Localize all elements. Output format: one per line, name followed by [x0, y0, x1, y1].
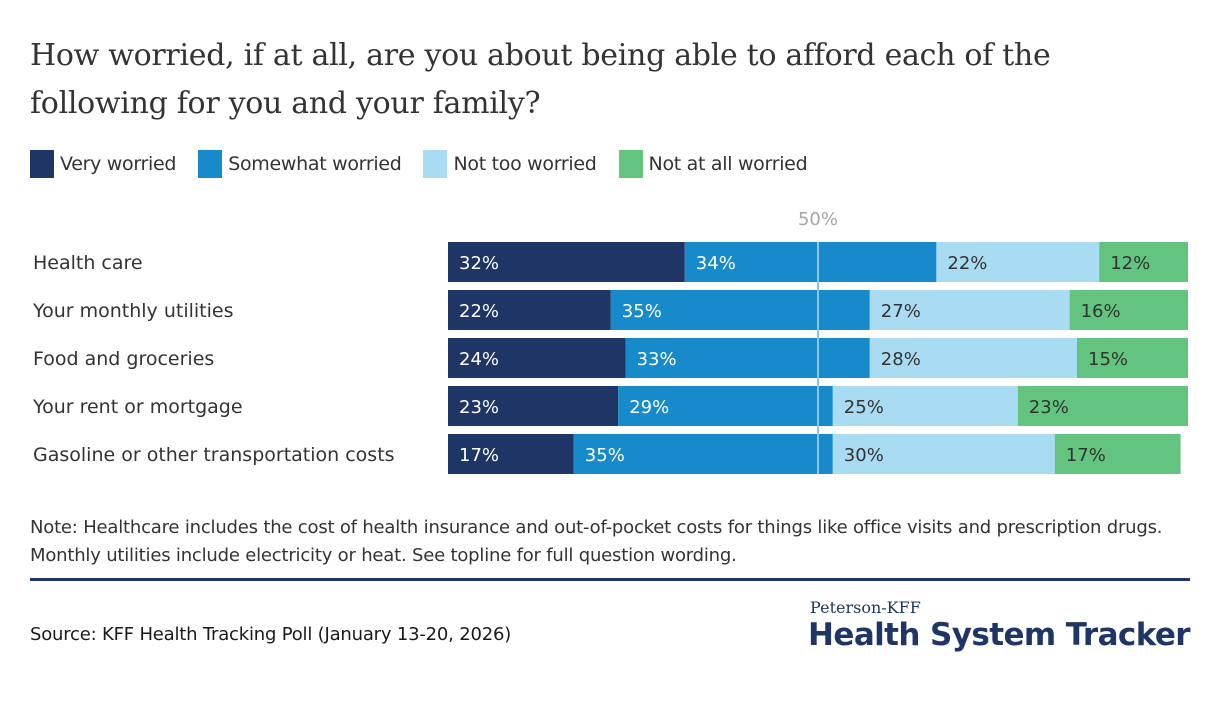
- data-label: 34%: [696, 253, 736, 274]
- legend-item-not-at-all-worried: Not at all worried: [618, 150, 808, 178]
- data-label: 23%: [1029, 397, 1069, 418]
- category-label: Gasoline or other transportation costs: [33, 444, 395, 466]
- logo-subtitle: Peterson-KFF: [810, 598, 921, 617]
- category-label: Food and groceries: [33, 348, 214, 370]
- legend-item-very-worried: Very worried: [30, 150, 177, 178]
- data-label: 15%: [1088, 349, 1128, 370]
- data-label: 33%: [637, 349, 677, 370]
- bar-segment-not-at-all-worried: [1069, 290, 1188, 330]
- bar-segment-not-too-worried: [869, 338, 1077, 378]
- data-label: 27%: [881, 301, 921, 322]
- chart-title: How worried, if at all, are you about be…: [30, 38, 1051, 121]
- data-label: 35%: [585, 445, 625, 466]
- data-label: 35%: [622, 301, 662, 322]
- bar-segment-not-at-all-worried: [1077, 338, 1188, 378]
- category-label: Health care: [33, 252, 143, 274]
- bar-segment-very-worried: [448, 290, 611, 330]
- data-label: 17%: [1066, 445, 1106, 466]
- logo-title: Health System Tracker: [808, 617, 1191, 653]
- data-label: 17%: [459, 445, 499, 466]
- bar-segment-somewhat-worried: [618, 386, 833, 426]
- data-label: 24%: [459, 349, 499, 370]
- bar-segment-somewhat-worried: [684, 242, 937, 282]
- bar-segment-not-at-all-worried: [1054, 434, 1181, 474]
- data-label: 28%: [881, 349, 921, 370]
- data-label: 32%: [459, 253, 499, 274]
- legend-swatch-not-at-all-worried: [618, 150, 643, 178]
- bar-segment-very-worried: [448, 434, 574, 474]
- footer-divider: [30, 578, 1190, 581]
- legend-label: Somewhat worried: [228, 153, 402, 175]
- data-label: 30%: [844, 445, 884, 466]
- legend-swatch-somewhat-worried: [198, 150, 223, 178]
- data-label: 25%: [844, 397, 884, 418]
- stacked-bar-chart: Health care 32% 34% 22% 12% Your monthly util…: [32, 209, 1188, 474]
- brand-logo: Peterson-KFF Health System Tracker: [808, 598, 1191, 653]
- data-label: 22%: [459, 301, 499, 322]
- bar-segment-not-at-all-worried: [1099, 242, 1188, 282]
- data-label: 12%: [1110, 253, 1150, 274]
- chart-note: Note: Healthcare includes the cost of he…: [30, 517, 1163, 566]
- legend-item-somewhat-worried: Somewhat worried: [198, 150, 402, 178]
- bar-segment-very-worried: [448, 242, 685, 282]
- legend-label: Not at all worried: [648, 153, 808, 175]
- bar-segment-not-too-worried: [869, 290, 1070, 330]
- data-label: 22%: [947, 253, 987, 274]
- bar-segment-not-at-all-worried: [1017, 386, 1188, 426]
- category-label: Your monthly utilities: [32, 300, 233, 322]
- bar-segment-very-worried: [448, 338, 626, 378]
- bar-segment-somewhat-worried: [625, 338, 870, 378]
- bar-segment-not-too-worried: [832, 386, 1018, 426]
- chart-source: Source: KFF Health Tracking Poll (Januar…: [30, 624, 512, 645]
- reference-line-label: 50%: [798, 209, 838, 230]
- legend-item-not-too-worried: Not too worried: [423, 150, 597, 178]
- data-label: 23%: [459, 397, 499, 418]
- category-label: Your rent or mortgage: [32, 396, 243, 418]
- data-label: 16%: [1081, 301, 1121, 322]
- bar-segment-not-too-worried: [832, 434, 1055, 474]
- legend-swatch-very-worried: [30, 150, 54, 178]
- bar-segment-not-too-worried: [936, 242, 1100, 282]
- bar-segment-very-worried: [448, 386, 619, 426]
- legend-swatch-not-too-worried: [423, 150, 448, 178]
- legend-label: Not too worried: [453, 153, 597, 175]
- bar-segment-somewhat-worried: [610, 290, 870, 330]
- legend: Very worried Somewhat worried Not too wo…: [30, 150, 829, 178]
- legend-label: Very worried: [60, 153, 177, 175]
- bar-segment-somewhat-worried: [573, 434, 833, 474]
- data-label: 29%: [629, 397, 669, 418]
